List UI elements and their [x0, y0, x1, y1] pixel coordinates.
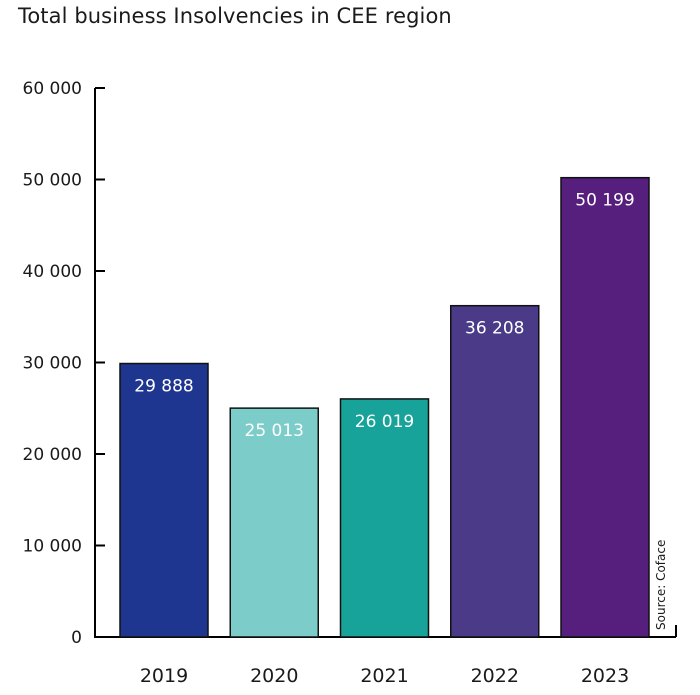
x-tick-label: 2021 — [360, 665, 408, 687]
bar-2023 — [560, 176, 650, 638]
labels: 29 888 2019 25 013 2020 26 019 2021 36 208 2022… — [134, 191, 634, 687]
data-label: 25 013 — [245, 421, 304, 441]
source-label: Source: Coface — [654, 540, 668, 630]
data-label: 36 208 — [465, 319, 524, 339]
y-tick-label: 10 000 — [23, 537, 82, 557]
chart-title: Total business Insolvencies in CEE regio… — [18, 4, 452, 28]
bar-2022 — [450, 304, 540, 638]
bar-2021 — [339, 398, 430, 638]
bars — [119, 176, 650, 638]
data-label: 50 199 — [575, 191, 634, 211]
y-tick-label: 30 000 — [23, 354, 82, 374]
x-tick-label: 2023 — [581, 665, 629, 687]
data-label: 29 888 — [134, 377, 193, 397]
y-tick-label: 40 000 — [23, 262, 82, 282]
y-tick-label: 60 000 — [23, 79, 82, 99]
bar-2020 — [229, 407, 319, 638]
y-tick-label: 0 — [71, 628, 82, 648]
x-tick-label: 2020 — [250, 665, 298, 687]
y-ticks: 0 10 000 20 000 30 000 40 000 50 000 60 000 — [23, 79, 105, 648]
x-tick-label: 2019 — [140, 665, 188, 687]
bar-2019 — [119, 362, 209, 638]
x-tick-label: 2022 — [471, 665, 519, 687]
y-tick-label: 50 000 — [23, 171, 82, 191]
y-tick-label: 20 000 — [23, 445, 82, 465]
data-label: 26 019 — [355, 412, 414, 432]
